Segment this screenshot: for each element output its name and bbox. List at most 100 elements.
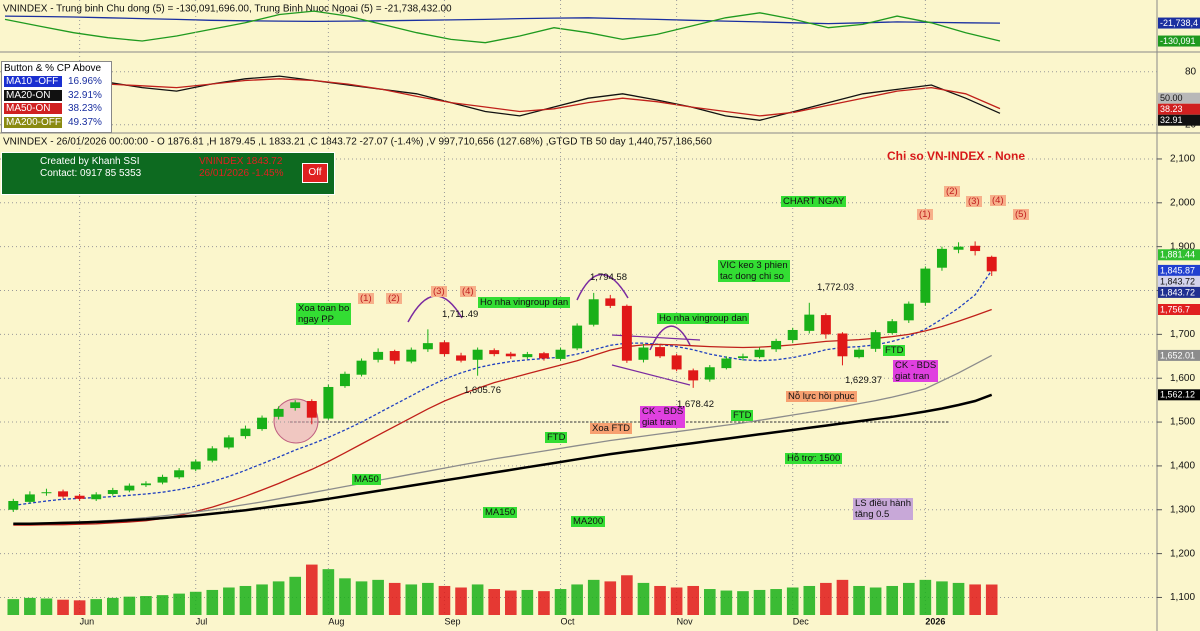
candle-body — [356, 360, 367, 375]
annotation: (3) — [966, 196, 982, 207]
volume-bar — [239, 585, 252, 615]
candle-body — [207, 448, 218, 461]
volume-bar — [305, 564, 318, 615]
legend-title: Button & % CP Above — [4, 63, 102, 74]
candle-body — [870, 332, 881, 349]
volume-bar — [919, 579, 932, 615]
candle-body — [887, 321, 898, 334]
end-tag-label: -130,091 — [1160, 36, 1196, 46]
annotation: CHART NGAY — [781, 196, 847, 207]
volume-bar — [140, 596, 152, 615]
x-tick-label: Oct — [561, 616, 576, 626]
candle-body — [920, 268, 931, 303]
legend-value: 49.37% — [68, 116, 102, 128]
x-tick-label: Sep — [444, 616, 460, 626]
candle-body — [422, 343, 433, 350]
annotation: FTD — [731, 410, 754, 421]
off-button[interactable]: Off — [302, 163, 328, 183]
candle-body — [107, 490, 118, 494]
volume-bar — [173, 593, 185, 615]
y-tick-label: 80 — [1185, 66, 1197, 77]
volume-bar — [471, 584, 484, 615]
candle-body — [140, 483, 151, 486]
volume-bar — [339, 578, 351, 615]
y-tick-label: 1,200 — [1170, 548, 1195, 559]
x-tick-label: Jun — [80, 616, 95, 626]
end-tag — [1158, 349, 1200, 361]
y-tick-label: 1,300 — [1170, 504, 1195, 515]
volume-bar — [803, 585, 816, 615]
volume-bar — [770, 589, 782, 615]
candle-body — [456, 355, 467, 361]
candle-body — [986, 256, 997, 272]
end-tag-label: 1,652.01 — [1160, 350, 1195, 360]
candle-body — [406, 349, 417, 362]
candle-body — [671, 355, 682, 370]
quote: VNINDEX 1843.72 — [199, 156, 283, 167]
annotation: Hỗ trợ: 1500 — [785, 453, 843, 464]
annotation: (4) — [990, 195, 1006, 206]
candle-body — [273, 408, 284, 417]
annotation: MA150 — [483, 507, 518, 518]
candle-body — [903, 303, 914, 321]
volume-bar — [820, 582, 832, 615]
legend-label: MA50-ON — [4, 103, 62, 114]
legend-row: MA20-ON 32.91% — [4, 89, 109, 102]
volume-bar — [73, 600, 86, 615]
candle-body — [655, 347, 666, 357]
candle-body — [389, 351, 400, 361]
end-tag — [1158, 389, 1200, 401]
annotation: Xoa FTD — [590, 423, 633, 434]
candle-body — [588, 299, 599, 325]
volume-bar — [372, 579, 384, 615]
series-line — [4, 10, 1001, 44]
y-tick-label: 2,100 — [1170, 154, 1195, 165]
candle-body — [439, 342, 450, 355]
volume-bar — [836, 579, 849, 615]
volume-bar — [438, 585, 451, 615]
candle-body — [41, 492, 52, 494]
volume-bar — [969, 584, 981, 615]
volume-bar — [936, 581, 948, 615]
legend-label: MA20-ON — [4, 89, 62, 101]
volume-bar — [272, 581, 285, 615]
candle-body — [91, 494, 102, 500]
volume-bar — [189, 591, 202, 615]
volume-bar — [621, 575, 633, 615]
y-tick-label: 1,100 — [1170, 592, 1195, 603]
volume-bar — [90, 599, 103, 615]
volume-bar — [687, 585, 700, 615]
volume-bar — [256, 584, 268, 615]
volume-bar — [985, 584, 998, 615]
series-line — [4, 15, 1001, 25]
candle-body — [8, 500, 19, 510]
legend-value: 38.23% — [68, 103, 102, 114]
annotation: 1,605.76 — [464, 385, 501, 396]
candle-body — [970, 245, 981, 252]
volume-bar — [24, 597, 36, 615]
annotation: 1,629.37 — [845, 375, 882, 386]
candle-body — [854, 349, 865, 358]
end-tag-label: 1,756.7 — [1160, 304, 1190, 314]
annotation: FTD — [883, 345, 906, 356]
credit: Created by Khanh SSI — [40, 156, 140, 167]
volume-bar — [206, 589, 219, 615]
volume-bar — [952, 582, 965, 615]
volume-bar — [604, 581, 617, 615]
candle-body — [157, 476, 168, 483]
volume-bar — [737, 591, 749, 615]
legend-label: MA200-OFF — [4, 116, 62, 128]
annotation: 1,711.49 — [442, 309, 479, 320]
candle-body — [124, 485, 135, 491]
arc — [576, 273, 629, 301]
end-tag — [1158, 286, 1200, 298]
series-line — [13, 393, 993, 526]
annotation: MA50 — [352, 474, 381, 485]
x-tick-label: Nov — [677, 616, 694, 626]
candle-body — [936, 248, 947, 268]
candle-body — [771, 340, 782, 350]
annotation: (2) — [386, 293, 402, 304]
end-tag-label: 38.23 — [1160, 104, 1183, 114]
